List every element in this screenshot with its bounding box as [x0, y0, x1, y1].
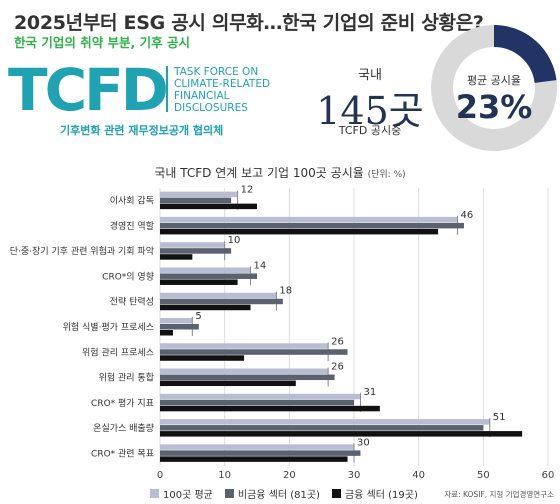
bar: [160, 228, 439, 235]
bar: [160, 349, 348, 355]
x-tick-label: 30: [348, 470, 361, 480]
bar: [160, 355, 245, 361]
bar: [160, 203, 257, 210]
bar: [160, 216, 458, 223]
legend-label: 금융 섹터 (19곳): [344, 490, 418, 501]
bar: [160, 431, 523, 437]
logo-divider: [166, 66, 168, 112]
data-label: 18: [279, 286, 292, 297]
category-label: 온실가스 배출량: [93, 422, 154, 434]
bar: [160, 444, 354, 450]
bar: [160, 419, 490, 425]
data-label: 31: [363, 387, 376, 398]
category-label: 이사회 감독: [110, 195, 154, 207]
bar: [160, 425, 484, 431]
legend-item: 금융 섹터 (19곳): [331, 486, 418, 501]
logo-line: CLIMATE-RELATED: [174, 78, 271, 90]
category-label: 경영진 역할: [110, 220, 154, 232]
bar: [160, 393, 361, 400]
legend-label: 100곳 평균: [163, 490, 213, 501]
bar: [160, 450, 361, 456]
donut-arc: [493, 25, 557, 84]
category-label: 위험 관리 프로세스: [82, 347, 154, 358]
legend-swatch: [224, 489, 234, 498]
data-label: 10: [228, 235, 241, 246]
bar: [160, 242, 225, 248]
legend-label: 비금융 섹터 (81곳): [237, 490, 320, 501]
data-label: 46: [460, 210, 473, 221]
bar: [160, 399, 354, 406]
data-label: 26: [331, 362, 344, 373]
bar-chart: 0 10 20 30 40 50 60 이사회 감독 12 경영진 역할 46 단·중·장기 기후 관…: [10, 185, 555, 480]
category-label: 단·중·장기 기후 관련 위험과 기회 파악: [10, 245, 154, 257]
stat-sub: TCFD 공시중: [338, 124, 402, 137]
category-label: CRO* 평가 지표: [91, 398, 154, 409]
bar: [160, 374, 335, 381]
bar: [160, 279, 238, 285]
bar: [160, 343, 329, 349]
data-label: 12: [241, 185, 254, 196]
chart-title-text: 국내 TCFD 연계 보고 기업 100곳 공시율: [154, 166, 364, 180]
bar: [160, 298, 283, 305]
category-label: CRO*의 영향: [102, 270, 154, 282]
data-label: 30: [357, 437, 370, 448]
stat-label: 국내: [358, 68, 382, 83]
legend-item: 비금융 섹터 (81곳): [224, 486, 320, 501]
x-tick-label: 10: [218, 470, 231, 480]
logo-line: DISCLOSURES: [174, 102, 248, 114]
bar: [160, 267, 251, 273]
logo-tagline: TASK FORCE ON CLIMATE-RELATED FINANCIAL …: [174, 66, 270, 114]
chart-legend: 100곳 평균 비금융 섹터 (81곳) 금융 섹터 (19곳): [150, 486, 418, 501]
x-tick-label: 60: [542, 470, 555, 480]
chart-title: 국내 TCFD 연계 보고 기업 100곳 공시율 (단위: %): [0, 164, 560, 181]
data-label: 26: [331, 336, 344, 347]
bar: [160, 248, 232, 254]
bar: [160, 380, 296, 387]
chart-unit: (단위: %): [367, 170, 406, 180]
stat-value: 145곳: [316, 89, 424, 133]
bar: [160, 222, 464, 229]
bar: [160, 292, 277, 299]
bar: [160, 368, 329, 375]
page-subtitle: 한국 기업의 취약 부분, 기후 공시: [14, 35, 191, 50]
category-label: CRO* 관련 목표: [91, 448, 154, 459]
tcfd-wordmark: TCFD: [8, 56, 169, 124]
legend-swatch: [150, 489, 159, 498]
bar: [160, 273, 257, 279]
logo-caption: 기후변화 관련 재무정보공개 협의체: [60, 124, 224, 137]
bar: [160, 330, 173, 336]
bar: [160, 304, 251, 311]
x-tick-label: 40: [412, 470, 425, 480]
tcfd-logo: TCFD TASK FORCE ON CLIMATE-RELATED FINAN…: [8, 60, 308, 140]
x-tick-label: 0: [157, 470, 163, 480]
x-tick-label: 20: [283, 470, 296, 480]
category-label: 전략 탄력성: [110, 296, 154, 308]
category-label: 위험 관리 통합: [99, 373, 154, 384]
donut-value: 23%: [455, 88, 533, 126]
donut-label: 평균 공시율: [466, 74, 522, 87]
bar: [160, 318, 193, 324]
disclosure-donut: [431, 25, 557, 151]
bar: [160, 254, 193, 260]
bar: [160, 405, 380, 412]
page-title: 2025년부터 ESG 공시 의무화…한국 기업의 준비 상황은?: [14, 12, 484, 34]
bar: [160, 456, 348, 462]
bar: [160, 324, 199, 330]
logo-line: TASK FORCE ON: [174, 66, 259, 78]
bar: [160, 191, 238, 198]
x-tick-label: 50: [477, 470, 490, 480]
logo-line: FINANCIAL: [174, 90, 230, 102]
bar: [160, 197, 232, 204]
category-label: 위험 식별·평가 프로세스: [63, 322, 154, 333]
legend-swatch: [331, 489, 341, 498]
source-note: 자료: KOSIF, 지형 기업경영연구소: [444, 490, 554, 499]
data-label: 14: [254, 260, 267, 271]
data-label: 51: [493, 412, 506, 423]
legend-item: 100곳 평균: [150, 486, 213, 501]
data-label: 5: [195, 311, 201, 322]
